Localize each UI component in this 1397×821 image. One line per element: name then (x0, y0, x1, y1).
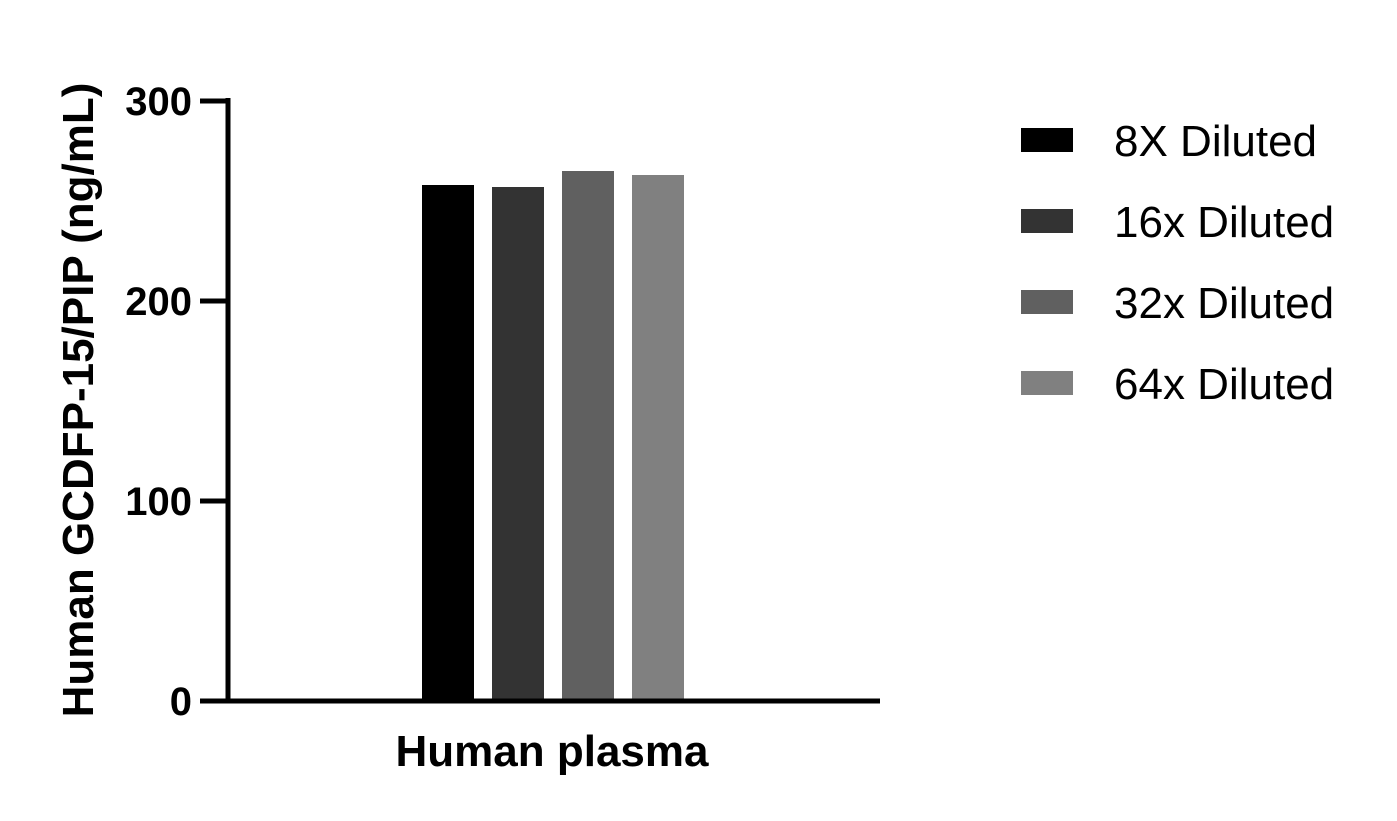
bar-64x-diluted (632, 175, 684, 701)
legend-swatch (1021, 128, 1073, 152)
legend-label: 16x Diluted (1114, 198, 1334, 247)
legend-swatch (1021, 290, 1073, 314)
legend-swatch (1021, 209, 1073, 233)
legend-label: 8X Diluted (1114, 117, 1317, 166)
y-axis-title: Human GCDFP-15/PIP (ng/mL) (54, 83, 103, 718)
bar-32x-diluted (562, 171, 614, 701)
bar-8x-diluted (422, 185, 474, 701)
x-axis-title: Human plasma (396, 727, 710, 776)
legend-swatch (1021, 371, 1073, 395)
y-tick-label: 0 (170, 680, 192, 724)
y-tick-label: 200 (125, 280, 192, 324)
bar-16x-diluted (492, 187, 544, 701)
y-tick-label: 100 (125, 480, 192, 524)
legend-label: 64x Diluted (1114, 360, 1334, 409)
legend: 8X Diluted 16x Diluted 32x Diluted 64x Dilu… (1021, 117, 1334, 409)
y-ticks-group: 0 100 200 300 (125, 80, 228, 724)
y-tick-label: 300 (125, 80, 192, 124)
bars-group (422, 171, 684, 701)
legend-label: 32x Diluted (1114, 279, 1334, 328)
